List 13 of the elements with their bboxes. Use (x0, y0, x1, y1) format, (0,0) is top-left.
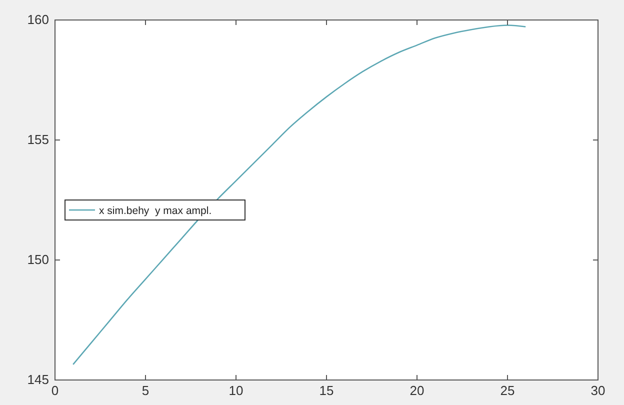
y-tick-label: 160 (27, 12, 49, 27)
y-tick-label: 150 (27, 252, 49, 267)
x-tick-label: 20 (410, 383, 424, 398)
x-tick-label: 25 (500, 383, 515, 398)
y-tick-label: 145 (27, 372, 49, 387)
x-tick-label: 0 (51, 383, 59, 398)
x-tick-label: 10 (228, 383, 244, 398)
x-tick-label: 5 (142, 383, 150, 398)
y-tick-label: 155 (27, 132, 49, 147)
legend-label: x sim.behy y max ampl. (99, 205, 212, 217)
line-series (72, 24, 526, 366)
x-tick-label: 30 (590, 383, 606, 398)
x-tick-label: 15 (319, 383, 334, 398)
